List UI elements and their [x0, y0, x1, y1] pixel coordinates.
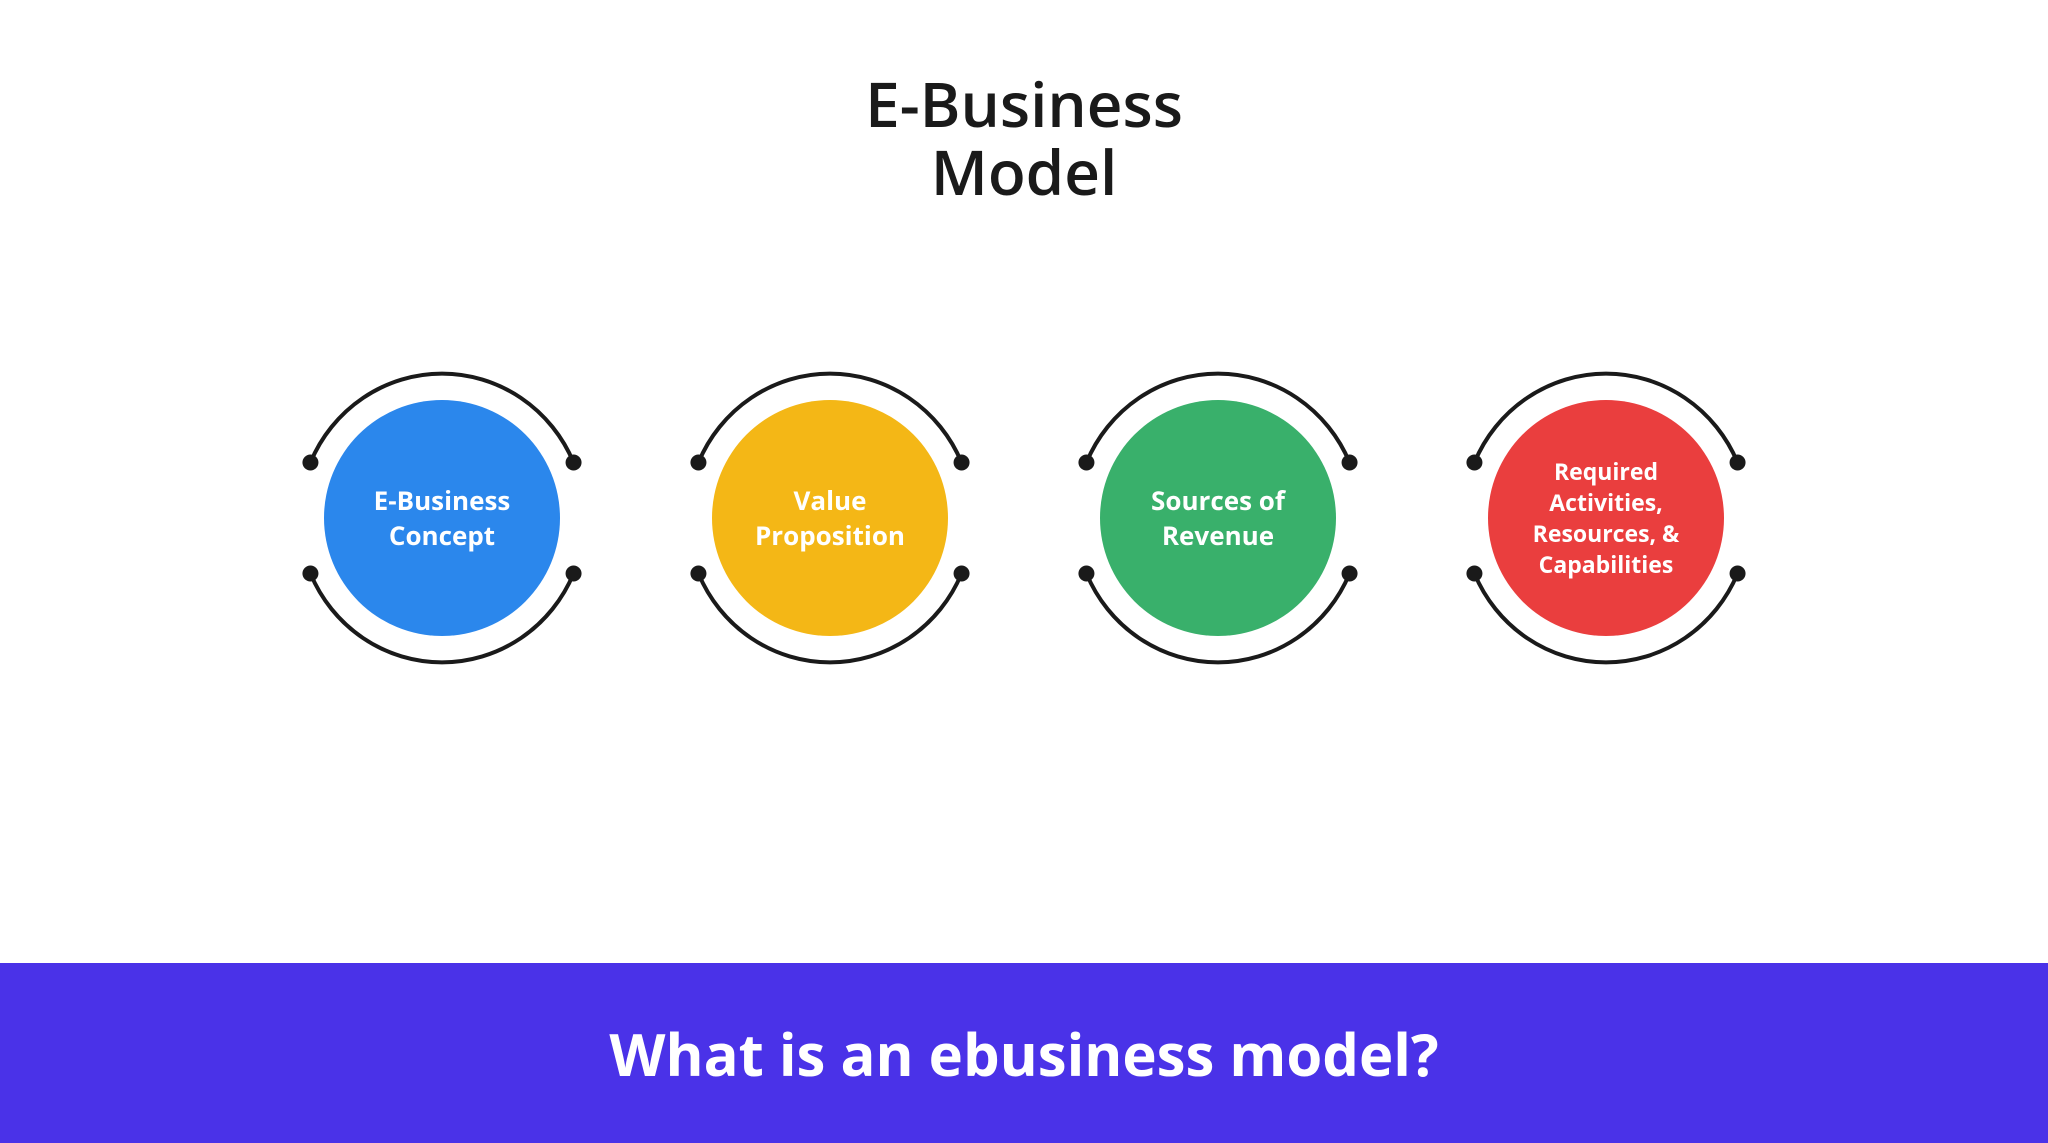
circle-label: E-Business Concept — [344, 483, 540, 553]
circle-2: Sources of Revenue — [1100, 400, 1336, 636]
circle-1: Value Proposition — [712, 400, 948, 636]
circle-3: Required Activities, Resources, & Capabi… — [1488, 400, 1724, 636]
diagram-title: E-Business Model — [865, 70, 1183, 206]
circle-item-1: Value Proposition — [677, 340, 983, 696]
circle-label: Value Proposition — [732, 483, 928, 553]
circle-0: E-Business Concept — [324, 400, 560, 636]
title-line-2: Model — [931, 130, 1118, 214]
circle-item-2: Sources of Revenue — [1065, 340, 1371, 696]
footer-banner: What is an ebusiness model? — [0, 963, 2048, 1143]
circle-label: Required Activities, Resources, & Capabi… — [1508, 456, 1704, 580]
footer-text: What is an ebusiness model? — [609, 1014, 1438, 1093]
circle-label: Sources of Revenue — [1120, 483, 1316, 553]
circle-item-3: Required Activities, Resources, & Capabi… — [1453, 340, 1759, 696]
circles-row: E-Business Concept Value Proposition Sourc… — [0, 340, 2048, 696]
circle-item-0: E-Business Concept — [289, 340, 595, 696]
